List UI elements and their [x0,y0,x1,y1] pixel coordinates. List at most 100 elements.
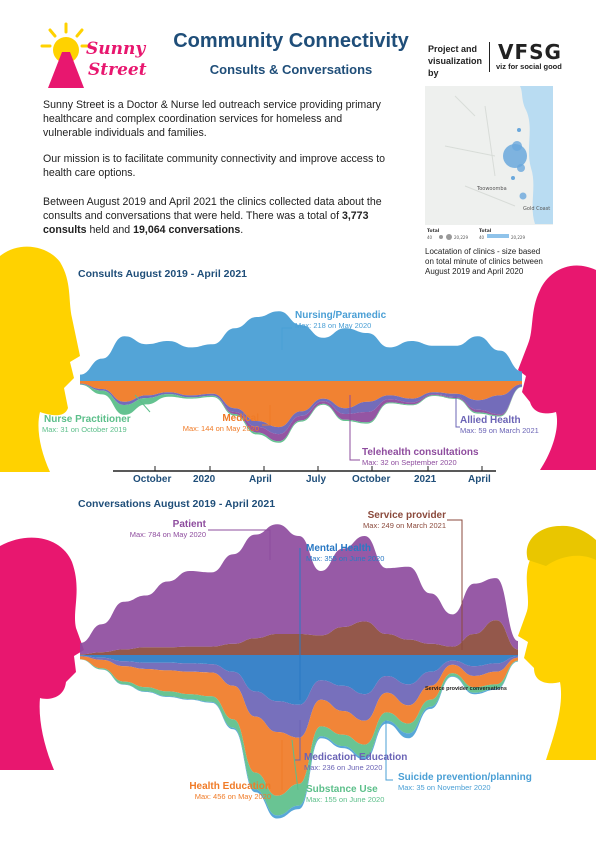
annot-substance-max: Max: 155 on June 2020 [306,795,385,804]
stream-mental-health [80,655,518,705]
leader-nursing [281,327,292,350]
tick-2020: 2020 [193,474,216,485]
annot-suicide-label: Suicide prevention/planning [398,772,532,783]
annot-nursing-max: Max: 218 on May 2020 [295,321,372,330]
annot-allied: Allied Health Max: 59 on March 2021 [460,415,539,435]
stream-nursing-paramedic [80,311,522,381]
tick-july-2020: July [306,474,327,485]
stream-service-provider [80,620,518,655]
map-place-toowoomba: Toowoomba [476,186,507,192]
leader-patient [208,529,271,560]
intro-paragraph-2: Our mission is to facilitate community c… [43,153,386,179]
annot-mental-label: Mental Health [306,543,372,554]
annot-patient: Patient Max: 784 on May 2020 [116,519,206,539]
silhouette-pink-right [518,265,596,470]
tick-october-2019: October [133,474,172,485]
annot-mental-max: Max: 355 on June 2020 [306,554,385,563]
credit-text: Project and visualization by [428,43,488,79]
sunny-street-logo: Sunny Street [40,22,147,88]
annot-substance-label: Substance Use [306,784,378,795]
annot-medical: Medical Max: 144 on May 2020 [170,413,259,433]
map-legend-color-min: 40 [479,235,485,240]
map-legend-size-min: 40 [427,235,433,240]
annot-nursing: Nursing/Paramedic Max: 218 on May 2020 [295,310,386,330]
stream-patient [80,524,518,655]
intro-p3-text-b: held and [86,224,134,236]
intro-paragraph-1: Sunny Street is a Doctor & Nurse led out… [43,99,381,139]
annot-suicide-prevention: Suicide prevention/planning Max: 35 on N… [398,772,532,792]
silhouette-hair-right [526,525,596,566]
leader-medication [294,720,301,761]
annot-service-provider: Service provider Max: 249 on March 2021 [350,510,446,530]
vfsg-tagline: viz for social good [496,62,562,71]
leader-telehealth [349,395,360,461]
leader-nurse-practitioner [134,394,151,413]
silhouette-pink-left [0,537,84,770]
annot-suicide-max: Max: 35 on November 2020 [398,783,491,792]
annot-service-max: Max: 249 on March 2021 [363,521,446,530]
map-legend-total-color: Total [479,228,492,234]
tick-2021: 2021 [414,474,437,485]
page-subtitle: Consults & Conversations [209,62,373,77]
vfsg-logo: VFSG [498,40,562,62]
tick-april-2021: April [468,474,491,485]
intro-paragraph-3: Between August 2019 and April 2021 the c… [43,195,388,237]
stream-medication-education [80,655,518,738]
annot-np-max: Max: 31 on October 2019 [42,425,127,434]
annot-telehealth: Telehealth consultations Max: 32 on Sept… [362,447,479,467]
stream-substance-use [80,659,518,816]
annot-health-ed-max: Max: 456 on May 2020 [194,792,271,801]
annot-allied-label: Allied Health [460,415,521,426]
annot-substance-use: Substance Use Max: 155 on June 2020 [306,784,384,804]
annot-allied-max: Max: 59 on March 2021 [460,426,539,435]
stream-health-education [80,656,518,796]
leader-suicide-prevention [385,720,393,781]
annot-patient-max: Max: 784 on May 2020 [129,530,206,539]
stream-allied-health [80,383,522,435]
page-title: Community Connectivity [173,30,409,52]
credit-line-1: Project and [428,44,478,54]
logo-text-street: Street [88,60,147,80]
annot-medical-max: Max: 144 on May 2020 [182,424,259,433]
stream-suicide-prevention-planning [80,659,518,819]
leader-allied [455,395,460,428]
silhouette-yellow-right [518,535,596,760]
conversations-chart-title: Conversations August 2019 - April 2021 [78,498,276,510]
intro-total-conversations: 19,064 conversations [133,224,241,236]
annot-service-provider-conversations: Service provider conversations [425,686,507,692]
leader-service-provider [447,519,463,650]
leader-medical [262,405,271,426]
annot-service-label: Service provider [367,510,446,521]
annot-health-education: Health Education Max: 456 on May 2020 [183,781,271,801]
annot-patient-label: Patient [172,519,206,530]
annot-nursing-label: Nursing/Paramedic [295,310,387,321]
credit-divider [489,42,490,72]
logo-text-sunny: Sunny [86,39,146,59]
credit-line-2: visualization by [428,56,483,78]
map-legend-total-size: Total [427,228,440,234]
tick-april-2020: April [249,474,272,485]
annot-telehealth-label: Telehealth consultations [362,447,479,458]
tick-october-2020: October [352,474,391,485]
annot-medication-education: Medication Education Max: 236 on June 20… [304,752,407,772]
stream-medical [80,381,522,428]
annot-medical-label: Medical [222,413,259,424]
map-legend-color-max: 20,229 [511,235,525,240]
map-caption: Locatation of clinics - size based on to… [425,247,543,276]
annot-telehealth-max: Max: 32 on September 2020 [362,458,457,467]
intro-p3-text-c: . [240,224,244,236]
vfsg-logo-text: VFSG [498,40,562,62]
annot-medication-max: Max: 236 on June 2020 [304,763,383,772]
annot-np-label: Nurse Practitioner [44,414,131,425]
leader-substance-use [291,739,299,791]
map-legend-size-max: 20,229 [454,235,468,240]
annot-mental-health: Mental Health Max: 355 on June 2020 [306,543,384,563]
annot-health-ed-label: Health Education [189,781,271,792]
annot-medication-label: Medication Education [304,752,408,763]
intro-total-consults: 3,773 consults [43,210,369,236]
map-place-gold-coast: Gold Coast [523,206,550,212]
clinic-location-map: Toowoomba Gold Coast Total 40 20,229 Tot… [425,86,553,240]
